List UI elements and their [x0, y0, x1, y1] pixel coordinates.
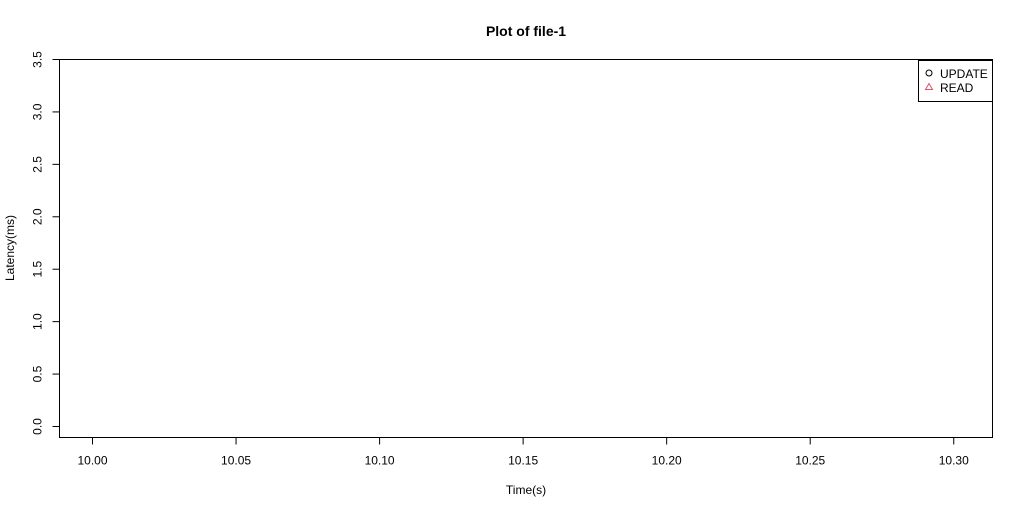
plot-area — [59, 59, 993, 438]
y-tick-label: 3.5 — [31, 51, 45, 68]
y-tick-label: 3.0 — [31, 103, 45, 120]
y-tick-label: 1.5 — [31, 261, 45, 278]
x-axis-title: Time(s) — [506, 483, 546, 497]
y-axis: 0.0 0.5 1.0 1.5 2.0 2.5 3.0 3.5 — [31, 51, 60, 435]
x-tick-label: 10.20 — [652, 454, 682, 468]
legend-read-marker — [924, 82, 934, 90]
x-tick-label: 10.05 — [221, 454, 251, 468]
x-tick-label: 10.15 — [508, 454, 538, 468]
x-tick-label: 10.30 — [939, 454, 969, 468]
y-tick-label: 0.0 — [31, 418, 45, 435]
y-tick-label: 0.5 — [31, 365, 45, 382]
y-axis-title: Latency(ms) — [3, 215, 17, 281]
y-tick-label: 2.0 — [31, 208, 45, 225]
x-tick-label: 10.25 — [795, 454, 825, 468]
legend: UPDATE READ — [918, 60, 993, 102]
legend-update-marker — [925, 69, 933, 77]
x-tick-label: 10.10 — [365, 454, 395, 468]
legend-box — [918, 60, 993, 102]
x-axis: 10.00 10.05 10.10 10.15 10.20 10.25 10.30 — [77, 437, 969, 468]
legend-read-label: READ — [940, 81, 974, 95]
y-tick-label: 2.5 — [31, 156, 45, 173]
x-tick-label: 10.00 — [77, 454, 107, 468]
y-tick-label: 1.0 — [31, 313, 45, 330]
chart-title: Plot of file-1 — [486, 23, 566, 39]
legend-update-label: UPDATE — [940, 67, 988, 81]
